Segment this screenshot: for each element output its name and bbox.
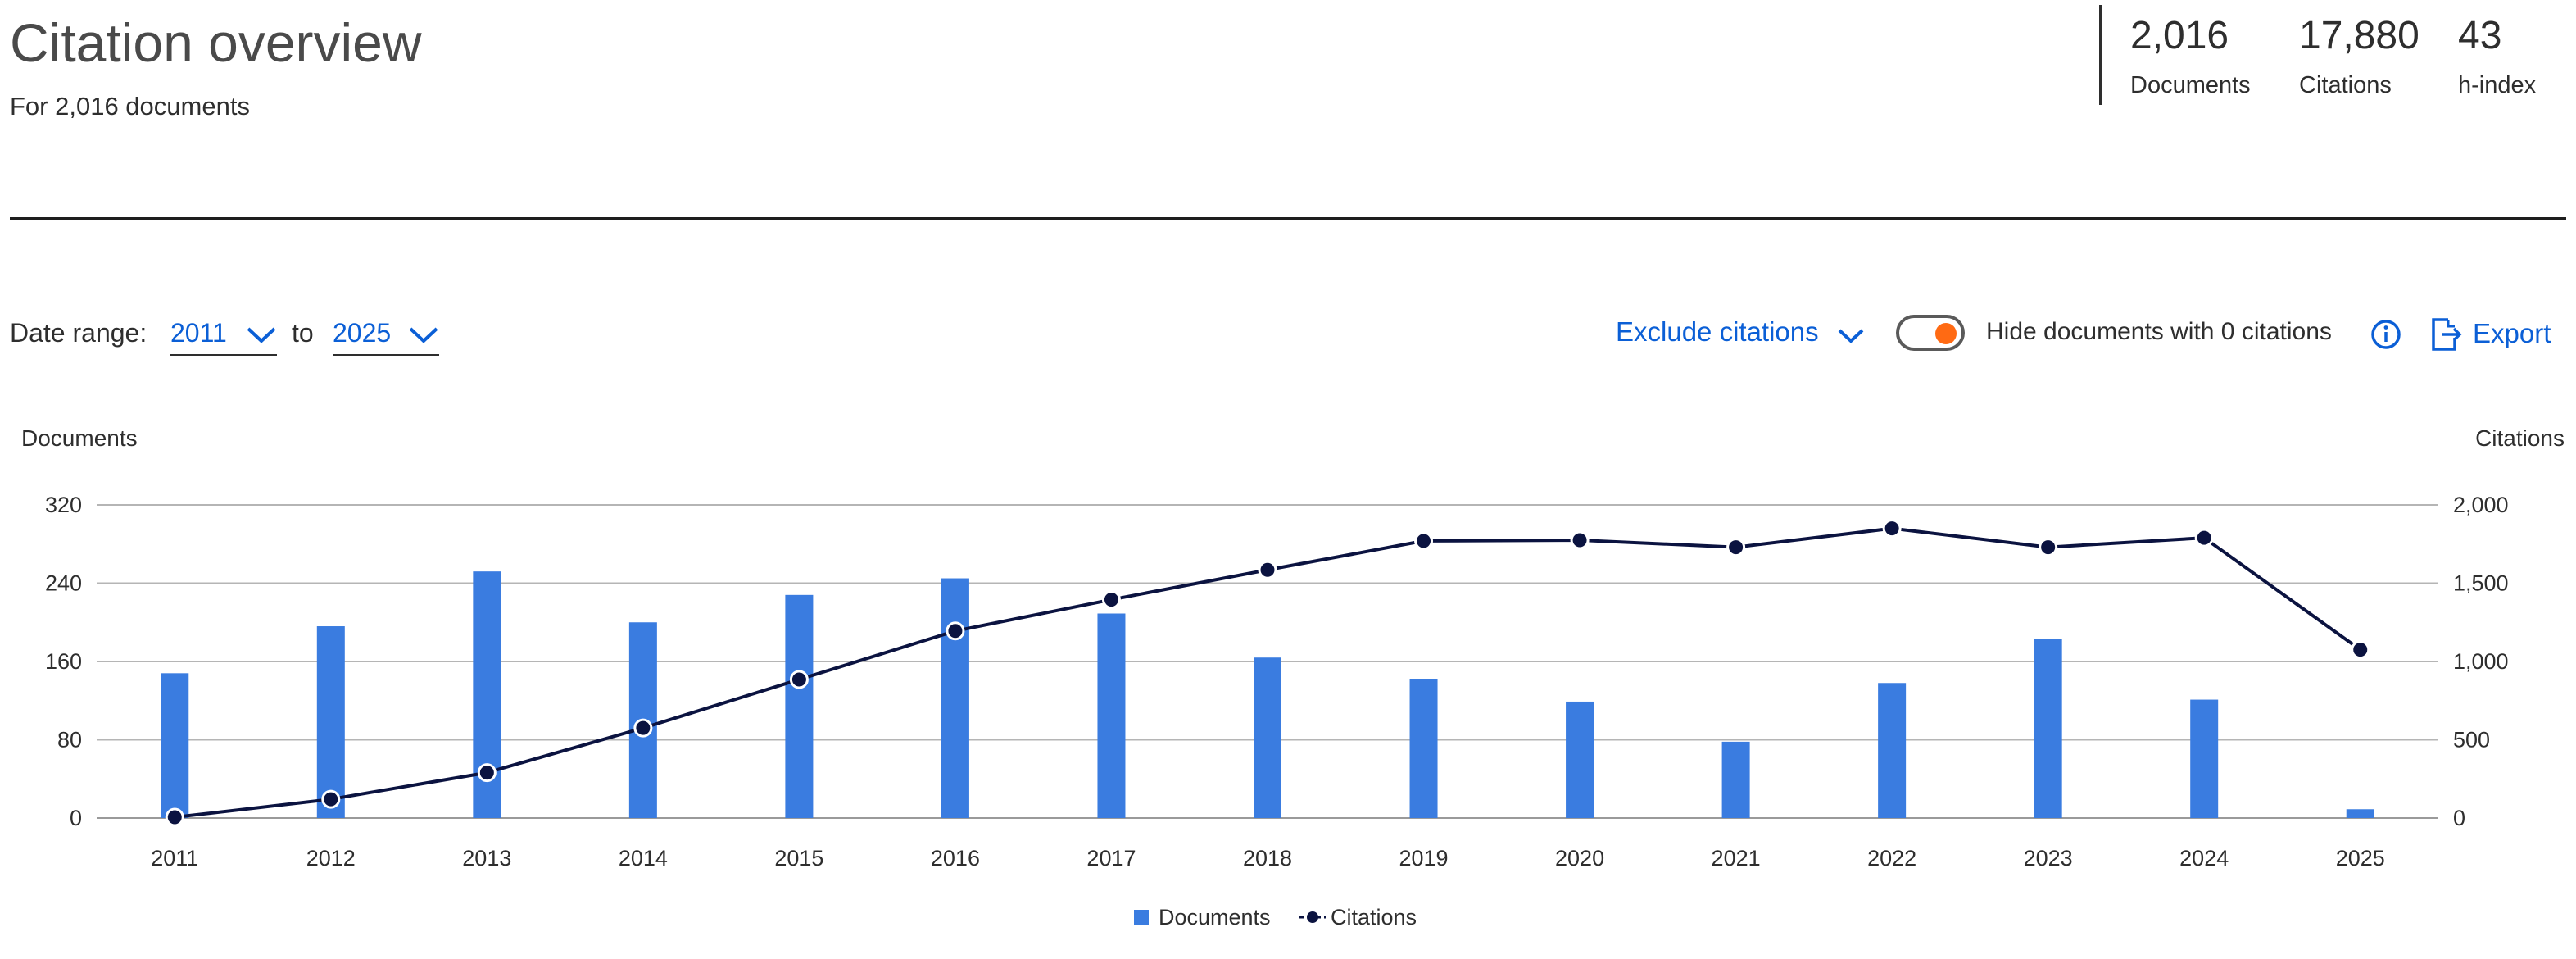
citations-point [1882,519,1902,539]
bar-documents [1878,683,1907,818]
x-tick-label: 2012 [306,846,356,870]
chevron-down-icon [247,327,276,343]
legend-documents-swatch [1134,910,1149,925]
citations-point [633,718,653,738]
date-range-label: Date range: [10,318,147,348]
x-tick-label: 2019 [1399,846,1448,870]
x-tick-label: 2014 [619,846,668,870]
citations-point [2194,528,2214,548]
x-tick-label: 2023 [2024,846,2073,870]
citations-point [2351,640,2370,660]
bar-documents [2190,699,2219,818]
hide-zero-citations-label: Hide documents with 0 citations [1986,318,2332,345]
metric-documents: 2,016 Documents [2130,13,2251,99]
metric-value: 43 [2458,14,2502,57]
legend-documents-label: Documents [1159,905,1271,929]
metrics-panel: 2,016 Documents 17,880 Citations 43 h-in… [2099,5,2569,105]
left-tick-label: 320 [45,493,82,517]
to-year-select[interactable]: 2025 [333,313,439,356]
from-year-select[interactable]: 2011 [170,313,277,356]
export-icon [2432,318,2462,351]
date-range-to-label: to [292,318,314,348]
exclude-citations-dropdown[interactable]: Exclude citations [1616,316,1864,348]
hide-zero-citations-toggle[interactable] [1896,315,1965,351]
citations-point [1258,560,1277,579]
right-tick-label: 0 [2453,806,2465,830]
export-label: Export [2473,318,2551,348]
x-tick-label: 2017 [1086,846,1136,870]
bar-documents [941,578,969,818]
bar-documents [785,594,814,818]
metric-label: Citations [2299,72,2392,98]
metric-value: 17,880 [2299,14,2420,57]
citations-point [321,789,341,809]
metric-h-index: 43 h-index [2458,13,2536,99]
toggle-knob [1935,323,1957,344]
metric-label: Documents [2130,72,2251,98]
metric-citations: 17,880 Citations [2299,13,2420,99]
legend-citations-label: Citations [1331,905,1417,929]
right-axis-title: Citations [2475,426,2565,451]
x-tick-label: 2018 [1243,846,1292,870]
x-tick-label: 2024 [2179,846,2229,870]
bar-documents [1721,741,1750,818]
bar-documents [2346,809,2374,818]
x-tick-label: 2011 [151,846,198,870]
left-tick-label: 0 [70,806,82,830]
bar-documents [1097,613,1126,818]
left-tick-label: 160 [45,649,82,674]
page-subtitle: For 2,016 documents [10,92,250,120]
x-tick-label: 2015 [774,846,823,870]
citations-point [946,621,965,641]
legend-citations-marker [1307,911,1318,923]
right-tick-label: 1,500 [2453,571,2509,596]
left-axis-title: Documents [21,426,138,451]
bar-documents [161,673,189,818]
bar-documents [1566,701,1594,818]
bar-documents [2034,639,2062,818]
x-tick-label: 2022 [1867,846,1916,870]
citation-chart: Documents Citations 0 80 160 240 320 0 500 1,00… [21,426,2565,929]
from-year-value: 2011 [170,318,227,348]
metric-value: 2,016 [2130,14,2229,57]
citations-point [1414,531,1434,551]
right-tick-label: 2,000 [2453,493,2509,517]
citations-point [2039,538,2058,557]
citations-point [1101,590,1121,610]
citations-point [1570,530,1590,550]
info-icon[interactable] [2370,318,2402,351]
metric-label: h-index [2458,72,2537,98]
bar-documents [1409,679,1438,818]
controls-bar: Date range: 2011 to 2025 Exclude citatio… [0,311,2576,361]
right-tick-label: 500 [2453,728,2490,752]
chevron-down-icon [1838,329,1864,343]
citations-point [165,807,184,827]
bar-documents [1254,657,1281,818]
left-tick-label: 80 [57,728,82,752]
header-divider [10,217,2566,220]
x-tick-label: 2013 [462,846,511,870]
x-tick-label: 2021 [1712,846,1761,870]
to-year-value: 2025 [333,318,392,348]
x-tick-label: 2016 [931,846,980,870]
x-tick-label: 2020 [1555,846,1604,870]
chevron-down-icon [409,327,438,343]
citations-point [789,670,809,689]
bar-documents [316,626,345,818]
exclude-citations-label: Exclude citations [1616,316,1819,347]
x-tick-label: 2025 [2336,846,2385,870]
page-title: Citation overview [10,12,422,73]
right-tick-label: 1,000 [2453,649,2509,674]
citations-point [477,763,497,783]
citations-point [1726,538,1746,557]
left-tick-label: 240 [45,571,82,596]
